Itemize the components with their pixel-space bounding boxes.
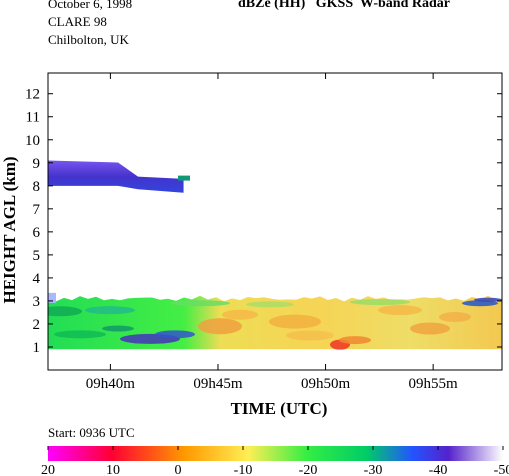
colorbar-tick-label: -40 bbox=[429, 463, 448, 476]
y-tick-label: 2 bbox=[33, 317, 41, 333]
reflectivity-cell bbox=[378, 305, 422, 316]
upper-cloud-core bbox=[178, 175, 190, 181]
y-tick-label: 8 bbox=[33, 179, 41, 195]
colorbar bbox=[48, 446, 503, 461]
start-label: Start: 0936 UTC bbox=[48, 425, 135, 440]
x-tick-label: 09h40m bbox=[86, 376, 136, 392]
colorbar-tick-label: 0 bbox=[175, 463, 182, 476]
y-axis-label: HEIGHT AGL (km) bbox=[0, 156, 19, 303]
y-tick-label: 3 bbox=[33, 294, 41, 310]
colorbar-tick-label: -10 bbox=[234, 463, 253, 476]
y-tick-label: 5 bbox=[33, 248, 41, 264]
y-tick-label: 6 bbox=[33, 225, 41, 241]
reflectivity-cell bbox=[269, 314, 321, 329]
campaign-text: CLARE 98 bbox=[48, 14, 107, 29]
reflectivity-cell bbox=[48, 306, 82, 317]
reflectivity-cell bbox=[246, 301, 294, 308]
date-text: October 6, 1998 bbox=[48, 0, 133, 11]
reflectivity-cell bbox=[339, 336, 371, 345]
y-tick-label: 12 bbox=[25, 87, 40, 103]
reflectivity-cell bbox=[410, 322, 450, 335]
colorbar-tick-label: 20 bbox=[41, 463, 55, 476]
reflectivity-cell bbox=[222, 309, 258, 320]
reflectivity-field bbox=[48, 160, 502, 350]
plot-frame bbox=[47, 72, 503, 371]
x-tick-label: 09h55m bbox=[409, 376, 459, 392]
x-axis-label: TIME (UTC) bbox=[231, 399, 328, 418]
reflectivity-cell bbox=[198, 318, 242, 335]
reflectivity-cell bbox=[102, 325, 134, 332]
colorbar-tick-label: -20 bbox=[299, 463, 318, 476]
chart-title: dBZe (HH) GKSS W-band Radar bbox=[238, 0, 450, 11]
y-tick-label: 10 bbox=[25, 133, 40, 149]
location-text: Chilbolton, UK bbox=[48, 32, 129, 47]
y-tick-label: 9 bbox=[33, 156, 41, 172]
upper-cloud-layer bbox=[48, 160, 184, 193]
x-tick-label: 09h50m bbox=[301, 376, 351, 392]
reflectivity-cell bbox=[286, 330, 334, 341]
reflectivity-cell bbox=[474, 297, 502, 302]
colorbar-tick-label: -50 bbox=[494, 463, 509, 476]
reflectivity-cell bbox=[85, 306, 135, 315]
reflectivity-cell bbox=[439, 312, 471, 323]
cloud-top-fringe bbox=[48, 292, 56, 303]
reflectivity-cell bbox=[54, 330, 106, 339]
y-tick-label: 4 bbox=[33, 271, 41, 287]
colorbar-tick-label: 10 bbox=[106, 463, 120, 476]
y-tick-label: 1 bbox=[33, 340, 41, 356]
reflectivity-cell bbox=[170, 300, 230, 307]
x-tick-label: 09h45m bbox=[193, 376, 243, 392]
y-tick-label: 7 bbox=[33, 202, 41, 218]
y-tick-label: 11 bbox=[26, 110, 40, 126]
reflectivity-cell bbox=[350, 299, 410, 306]
reflectivity-cell bbox=[155, 330, 195, 339]
colorbar-tick-label: -30 bbox=[364, 463, 383, 476]
